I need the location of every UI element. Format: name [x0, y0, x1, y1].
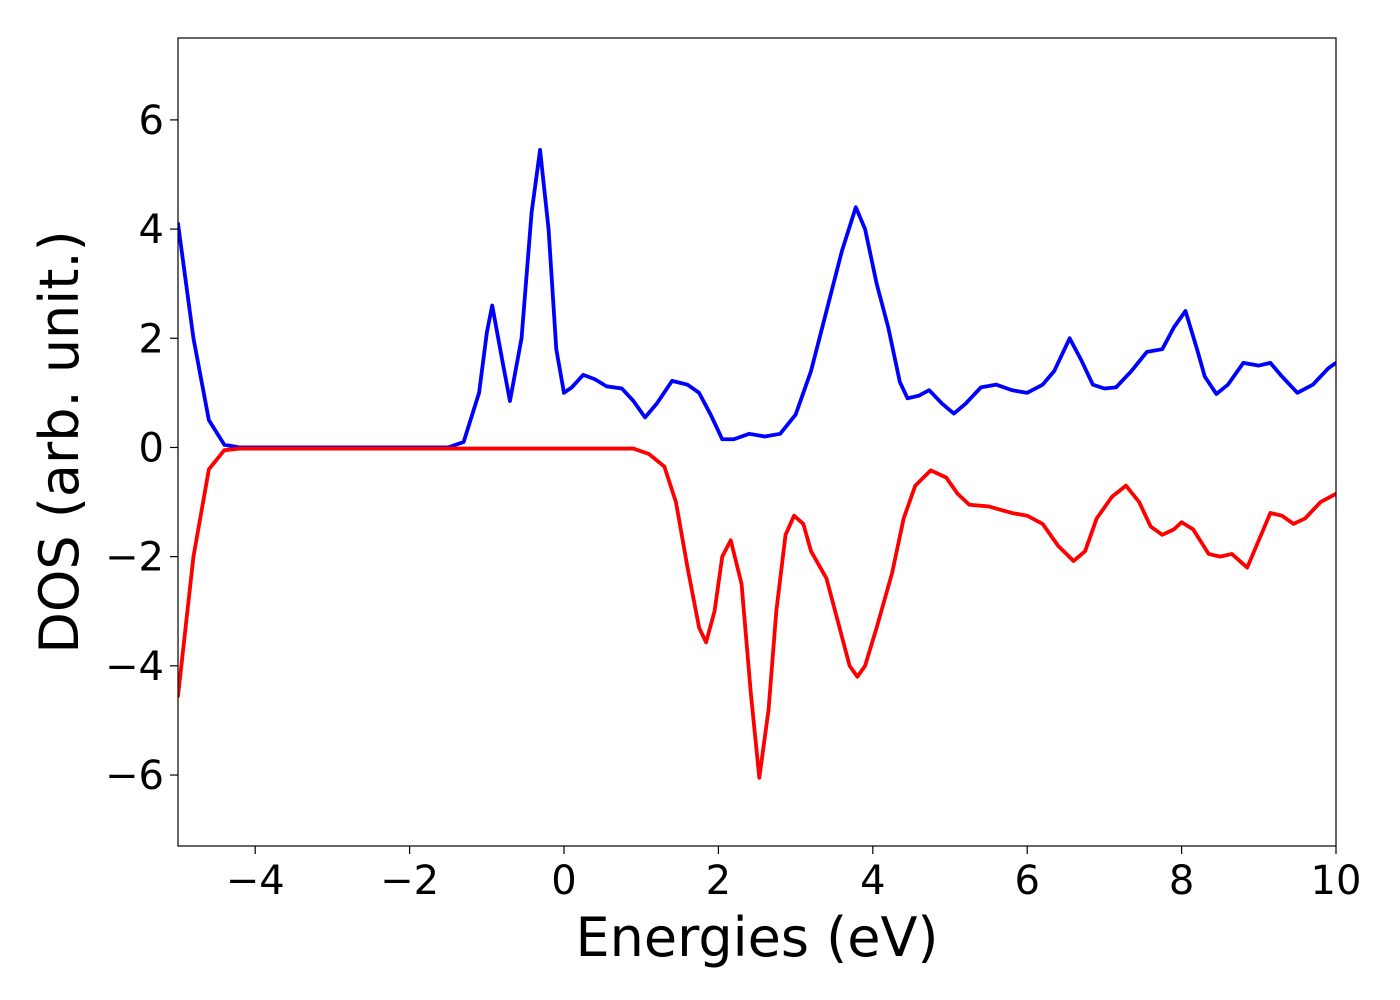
y-tick-label: 6 [139, 98, 164, 144]
y-tick-label: 4 [139, 207, 164, 253]
y-tick-label: −4 [105, 644, 164, 690]
plot-frame [177, 37, 1337, 847]
y-tick-label: −6 [105, 753, 164, 799]
y-axis-label: DOS (arb. unit.) [28, 230, 91, 653]
dos-line [178, 446, 1336, 780]
plot-lines [178, 148, 1336, 780]
y-tick-label: 2 [139, 316, 164, 362]
x-axis-label: Energies (eV) [576, 906, 939, 969]
y-tick-label: 0 [139, 425, 164, 471]
y-tick-label: −2 [105, 535, 164, 581]
x-tick-label: 8 [1169, 858, 1194, 904]
x-tick-label: −4 [226, 858, 285, 904]
dos-line [178, 148, 1336, 450]
x-tick-label: 0 [551, 858, 576, 904]
x-tick-label: 6 [1014, 858, 1039, 904]
x-tick-label: −2 [380, 858, 439, 904]
x-tick-label: 10 [1311, 858, 1362, 904]
x-tick-label: 4 [860, 858, 885, 904]
x-tick-label: 2 [706, 858, 731, 904]
